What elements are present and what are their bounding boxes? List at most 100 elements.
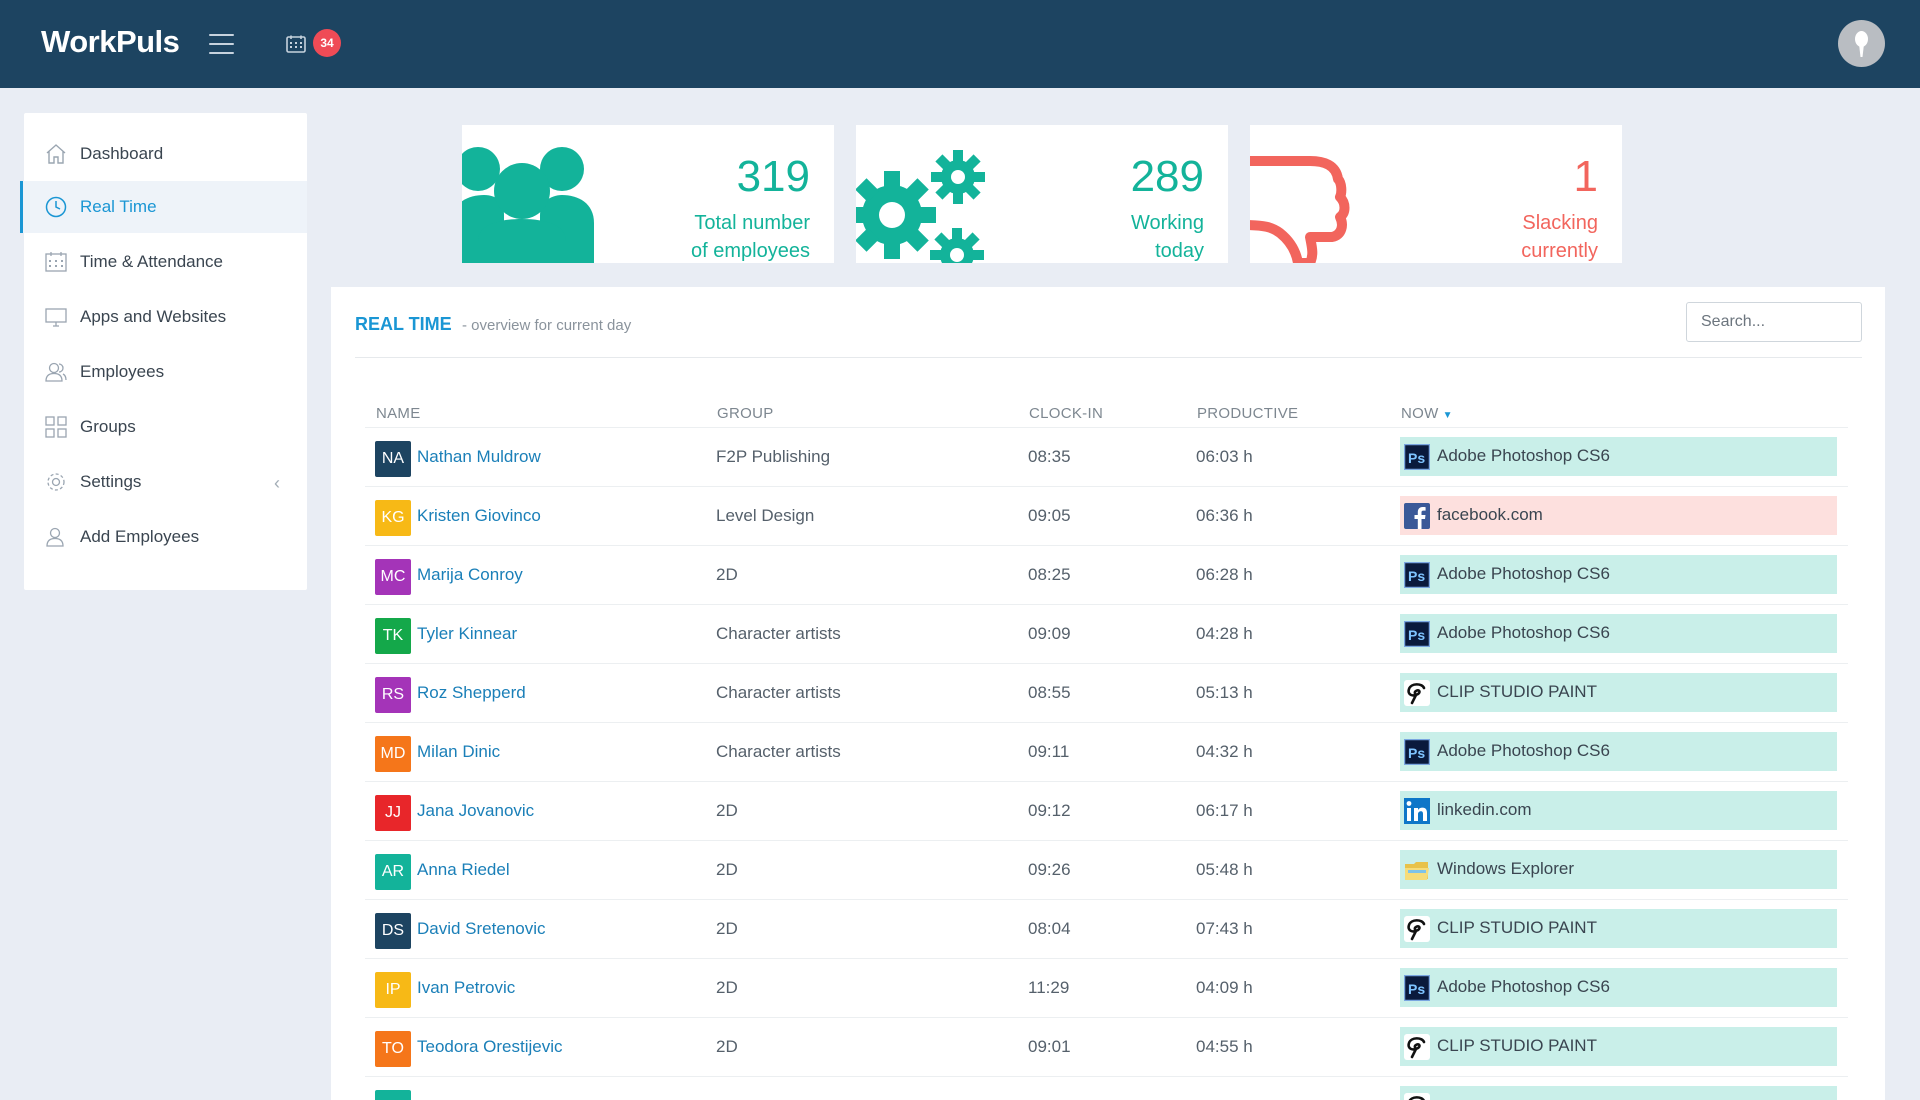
- sidebar-item-label: Apps and Websites: [80, 307, 227, 326]
- current-activity[interactable]: CLIP STUDIO PAINT: [1400, 909, 1837, 948]
- current-activity[interactable]: Ps Adobe Photoshop CS6: [1400, 614, 1837, 653]
- current-activity[interactable]: Windows Explorer: [1400, 850, 1837, 889]
- sort-down-icon[interactable]: ▼: [1442, 410, 1453, 421]
- employee-avatar[interactable]: KG: [375, 500, 411, 536]
- monitor-icon: [45, 308, 67, 327]
- table-row[interactable]: IP Ivan Petrovic 2D 11:29 04:09 h Ps Adobe Pho…: [365, 958, 1848, 1017]
- current-activity[interactable]: [1400, 1086, 1837, 1100]
- productive-time: 06:36 h: [1196, 506, 1253, 525]
- current-activity-label: Windows Explorer: [1437, 859, 1574, 878]
- current-activity-label: Adobe Photoshop CS6: [1437, 564, 1610, 583]
- employee-name-link[interactable]: Marija Conroy: [417, 565, 523, 584]
- table-row[interactable]: JJ Jana Jovanovic 2D 09:12 06:17 h linkedin.c…: [365, 781, 1848, 840]
- column-header-name[interactable]: NAME: [376, 405, 421, 422]
- divider: [355, 357, 1862, 358]
- sidebar-item-dashboard[interactable]: Dashboard: [24, 128, 307, 180]
- table-row[interactable]: TK Tyler Kinnear Character artists 09:09 04:…: [365, 604, 1848, 663]
- table-row[interactable]: DS David Sretenovic 2D 08:04 07:43 h CLIP STU…: [365, 899, 1848, 958]
- stat-label-line1: Working: [1131, 212, 1204, 234]
- sidebar-item-real-time[interactable]: Real Time: [20, 181, 307, 233]
- employee-name-link[interactable]: Tyler Kinnear: [417, 624, 518, 643]
- table-row[interactable]: MD Milan Dinic Character artists 09:11 04:32…: [365, 722, 1848, 781]
- employee-avatar[interactable]: TO: [375, 1031, 411, 1067]
- notification-badge[interactable]: 34: [313, 29, 341, 57]
- employee-name-link[interactable]: David Sretenovic: [417, 919, 546, 938]
- employee-group: F2P Publishing: [716, 447, 831, 466]
- current-activity[interactable]: Ps Adobe Photoshop CS6: [1400, 437, 1837, 476]
- sidebar-item-time-attendance[interactable]: Time & Attendance: [24, 236, 307, 288]
- table-row[interactable]: RS Roz Shepperd Character artists 08:55 05:1…: [365, 663, 1848, 722]
- table-row[interactable]: KG Kristen Giovinco Level Design 09:05 06:36…: [365, 486, 1848, 545]
- clock-in-time: 08:35: [1028, 447, 1071, 466]
- table-row[interactable]: MC Marija Conroy 2D 08:25 06:28 h Ps Adobe Pho…: [365, 545, 1848, 604]
- gears-icon: [856, 150, 985, 263]
- clock-in-time: 09:09: [1028, 624, 1071, 643]
- productive-time: 05:13 h: [1196, 683, 1253, 702]
- stat-card-working-today: 289 Working today: [856, 125, 1228, 263]
- sidebar: Dashboard Real Time Time & Attendance Ap…: [20, 113, 307, 590]
- users-icon: [45, 362, 67, 382]
- photoshop-icon: Ps: [1404, 444, 1430, 470]
- clock-in-time: 09:05: [1028, 506, 1071, 525]
- sidebar-item-settings[interactable]: Settings ‹: [24, 456, 307, 508]
- employee-name-link[interactable]: Milan Dinic: [417, 742, 501, 761]
- employee-avatar[interactable]: MC: [375, 559, 411, 595]
- employee-avatar[interactable]: [375, 1090, 411, 1100]
- employee-avatar[interactable]: NA: [375, 441, 411, 477]
- photoshop-icon: Ps: [1404, 975, 1430, 1001]
- app-logo[interactable]: WorkPuls: [41, 24, 180, 59]
- user-avatar[interactable]: [1838, 20, 1885, 67]
- svg-text:Ps: Ps: [1408, 450, 1425, 466]
- employee-avatar[interactable]: MD: [375, 736, 411, 772]
- sidebar-item-add-employees[interactable]: Add Employees: [24, 511, 307, 563]
- search-input[interactable]: [1686, 302, 1862, 342]
- sidebar-item-groups[interactable]: Groups: [24, 401, 307, 453]
- sidebar-item-apps-websites[interactable]: Apps and Websites: [24, 291, 307, 343]
- employee-group: 2D: [716, 801, 738, 820]
- current-activity[interactable]: CLIP STUDIO PAINT: [1400, 1027, 1837, 1066]
- svg-text:Ps: Ps: [1408, 981, 1425, 997]
- table-row[interactable]: [365, 1076, 1848, 1100]
- employee-name-link[interactable]: Teodora Orestijevic: [417, 1037, 563, 1056]
- current-activity[interactable]: Ps Adobe Photoshop CS6: [1400, 732, 1837, 771]
- productive-time: 04:32 h: [1196, 742, 1253, 761]
- current-activity-label: Adobe Photoshop CS6: [1437, 446, 1610, 465]
- column-header-productive[interactable]: PRODUCTIVE: [1197, 405, 1299, 422]
- table-row[interactable]: AR Anna Riedel 2D 09:26 05:48 h Windows Explo…: [365, 840, 1848, 899]
- employee-name-link[interactable]: Nathan Muldrow: [417, 447, 541, 466]
- column-header-group[interactable]: GROUP: [717, 405, 774, 422]
- user-silhouette-icon: [1855, 31, 1868, 57]
- employee-group: 2D: [716, 860, 738, 879]
- employee-name-link[interactable]: Kristen Giovinco: [417, 506, 541, 525]
- employee-avatar[interactable]: DS: [375, 913, 411, 949]
- calendar-icon[interactable]: [286, 35, 306, 53]
- employee-avatar[interactable]: JJ: [375, 795, 411, 831]
- column-header-now-label: NOW: [1401, 405, 1439, 422]
- employee-name-link[interactable]: Ivan Petrovic: [417, 978, 516, 997]
- employee-avatar[interactable]: TK: [375, 618, 411, 654]
- employee-avatar[interactable]: AR: [375, 854, 411, 890]
- table-row[interactable]: TO Teodora Orestijevic 2D 09:01 04:55 h CLIP …: [365, 1017, 1848, 1076]
- employee-name-link[interactable]: Jana Jovanovic: [417, 801, 535, 820]
- employee-avatar[interactable]: IP: [375, 972, 411, 1008]
- current-activity[interactable]: Ps Adobe Photoshop CS6: [1400, 555, 1837, 594]
- panel-title: REAL TIME: [355, 314, 452, 334]
- column-header-now[interactable]: NOW ▼: [1401, 405, 1453, 422]
- column-header-clock-in[interactable]: CLOCK-IN: [1029, 405, 1104, 422]
- employee-name-link[interactable]: Anna Riedel: [417, 860, 510, 879]
- current-activity[interactable]: linkedin.com: [1400, 791, 1837, 830]
- current-activity[interactable]: Ps Adobe Photoshop CS6: [1400, 968, 1837, 1007]
- employee-name-link[interactable]: Roz Shepperd: [417, 683, 526, 702]
- svg-text:Ps: Ps: [1408, 627, 1425, 643]
- chevron-left-icon[interactable]: ‹: [274, 473, 280, 493]
- facebook-icon: [1404, 503, 1430, 529]
- sidebar-item-employees[interactable]: Employees: [24, 346, 307, 398]
- top-bar: WorkPuls 34: [0, 0, 1920, 88]
- menu-toggle-icon[interactable]: [209, 34, 234, 54]
- current-activity[interactable]: facebook.com: [1400, 496, 1837, 535]
- employee-avatar[interactable]: RS: [375, 677, 411, 713]
- clock-in-time: 11:29: [1028, 978, 1070, 997]
- table-row[interactable]: NA Nathan Muldrow F2P Publishing 08:35 06:03…: [365, 427, 1848, 486]
- current-activity[interactable]: CLIP STUDIO PAINT: [1400, 673, 1837, 712]
- stat-card-slacking: 1 Slacking currently: [1250, 125, 1622, 263]
